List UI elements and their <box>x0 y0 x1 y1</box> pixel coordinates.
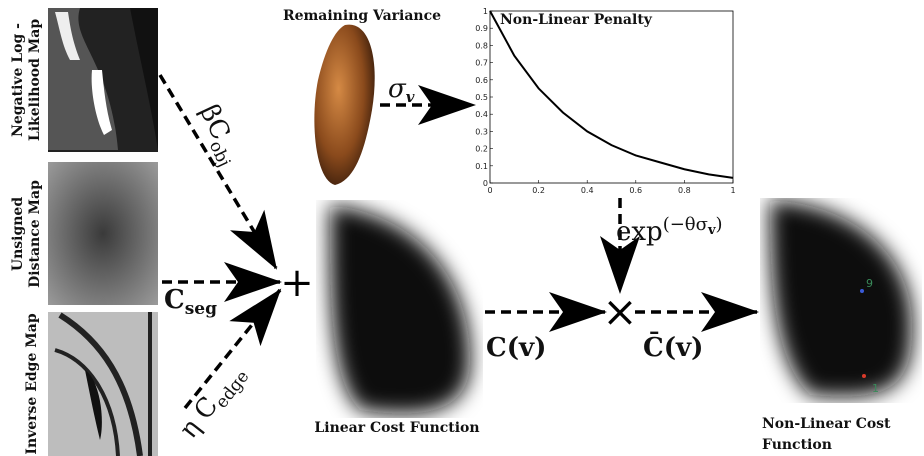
distance-map <box>48 162 158 305</box>
edge-label: Cseg <box>164 285 217 319</box>
marker-label: 9 <box>866 277 873 290</box>
product-operator: × <box>602 287 637 336</box>
plot-frame <box>490 11 733 183</box>
y-tick-label: 0.8 <box>475 41 488 50</box>
edge-label: exp(−θσv) <box>616 214 723 247</box>
nonlinear-cost-image <box>760 198 922 403</box>
y-tick-label: 0.7 <box>475 59 488 68</box>
plot-title: Non-Linear Penalty <box>500 12 653 28</box>
y-tick-label: 0 <box>483 179 488 188</box>
nll-map <box>48 8 158 152</box>
x-tick-label: 0.2 <box>532 186 545 195</box>
variance-title: Remaining Variance <box>283 8 441 24</box>
diagram: Negative Log -Likelihood Map UnsignedDis… <box>0 0 924 456</box>
marker-label: 1 <box>872 382 879 395</box>
linear-cost-label: Linear Cost Function <box>314 420 479 436</box>
y-tick-label: 1 <box>483 7 488 16</box>
sum-operator: + <box>280 260 314 306</box>
edge-label: C(v) <box>486 333 546 363</box>
y-tick-label: 0.9 <box>475 24 488 33</box>
y-tick-label: 0.2 <box>475 145 488 154</box>
input-label: Inverse Edge Map <box>24 313 40 454</box>
input-label: Negative Log -Likelihood Map <box>10 19 43 141</box>
edge-label: η Cedge <box>174 358 254 446</box>
x-tick-label: 0.6 <box>629 186 642 195</box>
edge-label: C̄(v) <box>643 331 703 363</box>
edge-map <box>48 312 158 456</box>
input-label: UnsignedDistance Map <box>10 180 43 288</box>
x-tick-label: 0 <box>487 186 492 195</box>
edge-label: σv <box>388 74 415 106</box>
edge-label: βCobj <box>190 100 247 170</box>
x-tick-label: 0.8 <box>678 186 691 195</box>
y-tick-label: 0.4 <box>475 110 488 119</box>
y-tick-label: 0.5 <box>475 93 488 102</box>
y-tick-label: 0.6 <box>475 76 488 85</box>
variance-surface <box>314 25 374 185</box>
x-tick-label: 1 <box>730 186 735 195</box>
x-tick-label: 0.4 <box>581 186 594 195</box>
y-tick-label: 0.1 <box>475 162 488 171</box>
y-tick-label: 0.3 <box>475 127 488 136</box>
linear-cost-image <box>315 200 483 418</box>
